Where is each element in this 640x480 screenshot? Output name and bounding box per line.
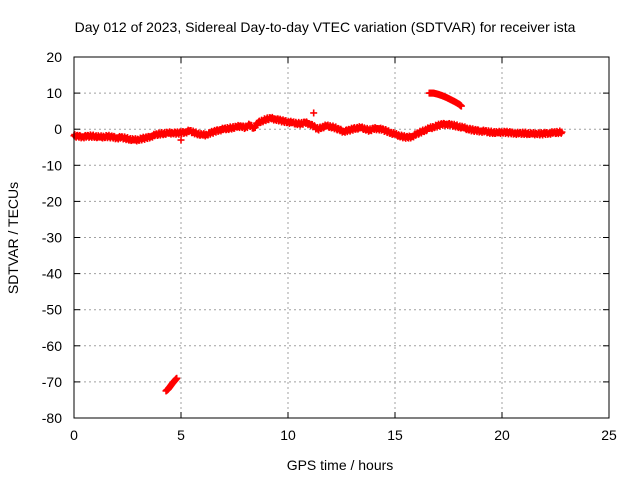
x-tick-label: 0 — [70, 427, 78, 443]
x-axis-label: GPS time / hours — [287, 457, 394, 473]
data-point — [177, 136, 185, 144]
y-axis-label: SDTVAR / TECUs — [5, 182, 21, 294]
y-tick-label: -60 — [42, 338, 62, 354]
data-point — [310, 109, 318, 117]
y-tick-label: -10 — [42, 157, 62, 173]
x-tick-label: 20 — [494, 427, 510, 443]
chart-title: Day 012 of 2023, Sidereal Day-to-day VTE… — [75, 19, 576, 35]
axis-ticks: 0 5 10 15 20 25 20 10 0 -10 -20 -30 -40 -50 -60 -70 -80 — [42, 49, 617, 443]
data-point — [346, 126, 354, 134]
y-tick-label: -50 — [42, 302, 62, 318]
plot-frame — [73, 56, 610, 419]
y-tick-label: 0 — [54, 121, 62, 137]
x-tick-label: 25 — [601, 427, 617, 443]
data-point — [173, 374, 181, 382]
x-tick-label: 5 — [177, 427, 185, 443]
x-tick-label: 10 — [280, 427, 296, 443]
y-tick-label: 20 — [46, 49, 62, 65]
y-tick-label: -70 — [42, 374, 62, 390]
y-tick-label: -30 — [42, 230, 62, 246]
y-tick-label: -80 — [42, 410, 62, 426]
y-tick-label: -40 — [42, 266, 62, 282]
data-point — [457, 102, 465, 110]
y-tick-label: -20 — [42, 193, 62, 209]
y-tick-label: 10 — [46, 85, 62, 101]
data-point — [558, 128, 566, 136]
x-tick-label: 15 — [387, 427, 403, 443]
grid-lines — [74, 57, 609, 418]
data-points — [70, 89, 566, 395]
